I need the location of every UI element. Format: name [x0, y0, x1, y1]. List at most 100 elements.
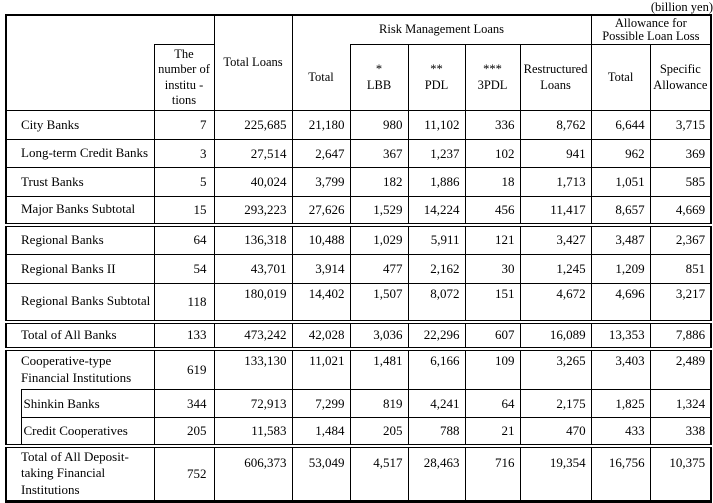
unit-note: (billion yen)	[650, 0, 713, 14]
3pdl-cell: 109	[464, 346, 521, 390]
allowance-total-cell: 962	[590, 139, 651, 168]
lbb-cell: 1,029	[349, 222, 409, 255]
pdl-cell: 14,224	[407, 196, 466, 225]
institutions-cell: 54	[153, 254, 215, 284]
allowance-total-cell: 16,756	[590, 443, 651, 503]
restructured-cell: 3,265	[519, 346, 592, 390]
institutions-cell: 5	[153, 167, 215, 197]
total-loans-cell: 133,130	[213, 346, 293, 390]
allowance-total-cell: 433	[590, 417, 651, 446]
allowance-total-cell: 1,825	[590, 389, 651, 418]
risk-total-cell: 10,488	[291, 222, 351, 255]
header-label-blank-cell	[6, 44, 155, 111]
3pdl-cell: 102	[464, 139, 521, 168]
restructured-cell: 3,427	[519, 222, 592, 255]
lbb-cell: 205	[349, 417, 409, 446]
specific-allowance-cell: 10,375	[649, 443, 712, 503]
total-loans-cell: 11,583	[213, 417, 293, 446]
table-row-cooperative-type: Cooperative-type Financial Institutions …	[5, 346, 712, 390]
specific-allowance-cell: 338	[649, 417, 712, 446]
restructured-cell: 1,713	[519, 167, 592, 197]
3pdl-asterisk-mark: ***	[483, 62, 502, 77]
table-row-regional-banks-subtotal: Regional Banks Subtotal 118 180,019 14,4…	[5, 283, 712, 322]
specific-allowance-cell: 1,324	[649, 389, 712, 418]
header-risk-total: Total	[291, 44, 351, 111]
pdl-cell: 2,162	[407, 254, 466, 284]
header-lbb: * LBB	[349, 44, 409, 111]
header-3pdl: *** 3PDL	[464, 44, 521, 111]
3pdl-label: 3PDL	[477, 77, 508, 92]
pdl-cell: 28,463	[407, 443, 466, 503]
risk-total-cell: 42,028	[291, 319, 351, 349]
total-loans-cell: 225,685	[213, 110, 293, 140]
risk-management-loans-table: Total Loans Risk Management Loans Allowa…	[5, 14, 713, 503]
header-specific-allowance: Specific Allowance	[649, 44, 712, 111]
3pdl-cell: 18	[464, 167, 521, 197]
institutions-cell: 133	[153, 319, 215, 349]
risk-total-cell: 21,180	[291, 110, 351, 140]
row-label-cell: Regional Banks Subtotal	[5, 283, 155, 322]
institutions-cell: 15	[153, 196, 215, 225]
allowance-total-cell: 13,353	[590, 319, 651, 349]
allowance-total-cell: 3,403	[590, 346, 651, 390]
3pdl-cell: 21	[464, 417, 521, 446]
3pdl-cell: 607	[464, 319, 521, 349]
header-total-loans: Total Loans	[213, 14, 293, 111]
table-row-trust-banks: Trust Banks 5 40,024 3,799 182 1,886 18 …	[5, 167, 712, 197]
lbb-cell: 3,036	[349, 319, 409, 349]
lbb-asterisk-mark: *	[375, 62, 383, 77]
institutions-cell: 752	[153, 443, 215, 503]
row-label-cell: Total of All Deposit-taking Financial In…	[5, 443, 155, 503]
total-loans-cell: 293,223	[213, 196, 293, 225]
pdl-cell: 11,102	[407, 110, 466, 140]
total-loans-cell: 72,913	[213, 389, 293, 418]
table-row-shinkin-banks: Shinkin Banks 344 72,913 7,299 819 4,241…	[5, 389, 712, 418]
total-loans-cell: 43,701	[213, 254, 293, 284]
row-label-cell: Major Banks Subtotal	[5, 196, 155, 225]
specific-allowance-cell: 369	[649, 139, 712, 168]
total-loans-cell: 180,019	[213, 283, 293, 322]
total-loans-cell: 606,373	[213, 443, 293, 503]
allowance-total-cell: 1,051	[590, 167, 651, 197]
lbb-cell: 1,529	[349, 196, 409, 225]
specific-allowance-cell: 2,367	[649, 222, 712, 255]
3pdl-cell: 151	[464, 283, 521, 322]
row-label-cell: Regional Banks II	[5, 254, 155, 284]
specific-allowance-cell: 4,669	[649, 196, 712, 225]
header-risk-management-loans: Risk Management Loans	[291, 14, 592, 45]
3pdl-cell: 456	[464, 196, 521, 225]
row-label-cell: Long-term Credit Banks	[5, 139, 155, 168]
pdl-label: PDL	[424, 77, 449, 92]
institutions-cell: 7	[153, 110, 215, 140]
allowance-total-cell: 3,487	[590, 222, 651, 255]
institutions-cell: 118	[153, 283, 215, 322]
total-loans-cell: 473,242	[213, 319, 293, 349]
header-row-groups: Total Loans Risk Management Loans Allowa…	[6, 14, 712, 111]
specific-allowance-cell: 851	[649, 254, 712, 284]
table-row-regional-banks-2: Regional Banks II 54 43,701 3,914 477 2,…	[5, 254, 712, 284]
3pdl-cell: 64	[464, 389, 521, 418]
institutions-cell: 205	[153, 417, 215, 446]
risk-total-cell: 3,799	[291, 167, 351, 197]
3pdl-cell: 121	[464, 222, 521, 255]
restructured-cell: 941	[519, 139, 592, 168]
row-label-cell: Trust Banks	[5, 167, 155, 197]
row-label-cell: Credit Cooperatives	[20, 417, 155, 446]
risk-total-cell: 7,299	[291, 389, 351, 418]
row-label-cell: City Banks	[5, 110, 155, 140]
header-allowance-group: Allowance for Possible Loan Loss	[590, 14, 712, 45]
lbb-cell: 367	[349, 139, 409, 168]
risk-total-cell: 14,402	[291, 283, 351, 322]
lbb-cell: 4,517	[349, 443, 409, 503]
row-label-cell: Regional Banks	[5, 222, 155, 255]
3pdl-cell: 716	[464, 443, 521, 503]
allowance-total-cell: 1,209	[590, 254, 651, 284]
pdl-cell: 5,911	[407, 222, 466, 255]
total-loans-cell: 40,024	[213, 167, 293, 197]
risk-total-cell: 1,484	[291, 417, 351, 446]
table-row-major-banks-subtotal: Major Banks Subtotal 15 293,223 27,626 1…	[5, 196, 712, 225]
allowance-total-cell: 6,644	[590, 110, 651, 140]
lbb-cell: 1,481	[349, 346, 409, 390]
restructured-cell: 11,417	[519, 196, 592, 225]
